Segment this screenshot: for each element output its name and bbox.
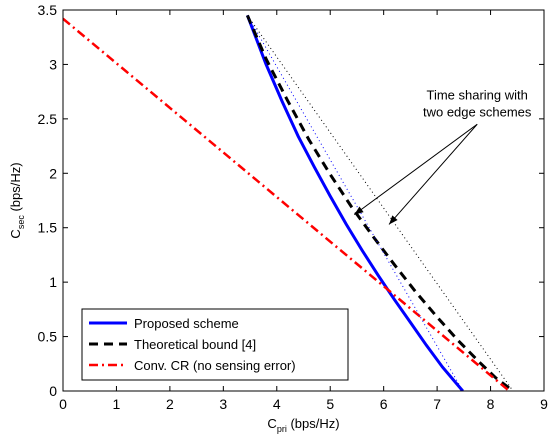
legend: Proposed scheme Theoretical bound [4] Conv…	[81, 308, 349, 381]
x-tick-label: 8	[487, 396, 495, 412]
y-tick-label: 1	[49, 274, 57, 290]
y-tick-label: 0	[49, 383, 57, 399]
x-tick-label: 4	[273, 396, 281, 412]
x-tick-label: 9	[540, 396, 548, 412]
legend-label: Proposed scheme	[134, 316, 239, 331]
legend-label: Theoretical bound [4]	[134, 337, 256, 352]
tick-layer: 0 1 2 3 4 5 6 7 8 9 0 0.5 1 1.5 2 2.5 3 3.5	[38, 2, 548, 412]
annotation-arrow	[353, 123, 478, 216]
y-axis-label: Csec (bps/Hz)	[8, 162, 26, 238]
annotation-text: Time sharing with	[426, 87, 527, 102]
y-tick-label: 1.5	[38, 220, 58, 236]
x-tick-label: 7	[433, 396, 441, 412]
x-tick-label: 2	[166, 396, 174, 412]
annotation-layer: Time sharing with two edge schemes	[353, 87, 532, 225]
x-tick-label: 0	[59, 396, 67, 412]
y-tick-label: 3.5	[38, 2, 58, 18]
y-tick-label: 2	[49, 165, 57, 181]
annotation-arrowhead	[389, 215, 398, 225]
annotation-arrow	[388, 123, 478, 225]
series-layer	[63, 14, 514, 391]
annotation-arrowhead	[354, 206, 364, 215]
x-tick-label: 5	[326, 396, 334, 412]
series-line-0	[245, 14, 464, 391]
y-tick-label: 0.5	[38, 329, 58, 345]
x-tick-label: 6	[380, 396, 388, 412]
series-line-3	[246, 15, 464, 391]
annotation-text: two edge schemes	[423, 104, 532, 119]
series-line-4	[246, 15, 514, 391]
x-axis-label: Cpri (bps/Hz)	[267, 416, 339, 434]
plot-frame	[62, 9, 545, 392]
series-line-1	[246, 14, 514, 391]
y-tick-label: 2.5	[38, 111, 58, 127]
series-line-2	[63, 17, 511, 391]
legend-label: Conv. CR (no sensing error)	[134, 358, 296, 373]
x-tick-label: 3	[219, 396, 227, 412]
x-tick-label: 1	[113, 396, 121, 412]
y-tick-label: 3	[49, 56, 57, 72]
